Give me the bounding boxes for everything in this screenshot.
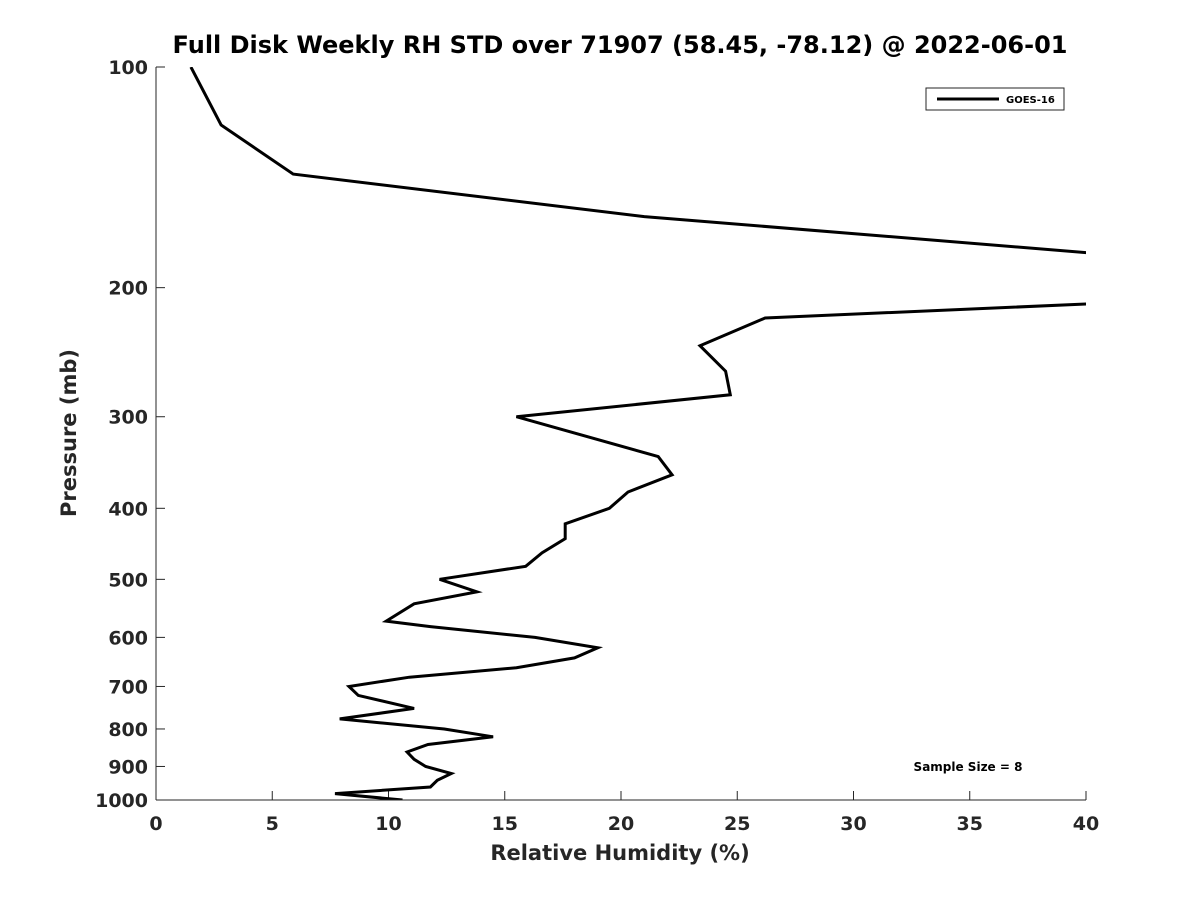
x-tick-label: 0	[149, 813, 162, 835]
y-tick-label: 200	[108, 278, 148, 300]
series-line-goes-16	[189, 67, 1086, 800]
x-tick-label: 10	[375, 813, 401, 835]
x-tick-label: 15	[492, 813, 518, 835]
y-tick-label: 300	[108, 407, 148, 429]
y-tick-label: 900	[108, 756, 148, 778]
x-tick-label: 40	[1073, 813, 1099, 835]
x-tick-label: 20	[608, 813, 634, 835]
x-tick-label: 25	[724, 813, 750, 835]
y-tick-label: 500	[108, 569, 148, 591]
sample-size-annotation: Sample Size = 8	[914, 760, 1023, 774]
plot-area: 0 5 10 15 20 25 30 35 40 100 200 300 400 500 600 700 800…	[95, 57, 1099, 835]
axis-ticks: 0 5 10 15 20 25 30 35 40 100 200 300 400 500 600 700 800…	[95, 57, 1099, 835]
legend-label-goes-16: GOES-16	[1006, 95, 1055, 106]
y-tick-label: 800	[108, 719, 148, 741]
series-layer	[189, 67, 1086, 800]
y-axis-label: Pressure (mb)	[57, 349, 81, 517]
x-tick-label: 30	[840, 813, 866, 835]
y-tick-label: 100	[108, 57, 148, 79]
legend: GOES-16	[925, 87, 1065, 111]
chart-title: Full Disk Weekly RH STD over 71907 (58.4…	[173, 31, 1068, 59]
y-tick-label: 400	[108, 498, 148, 520]
x-axis-label: Relative Humidity (%)	[490, 841, 749, 865]
y-tick-label: 600	[108, 627, 148, 649]
y-tick-label: 1000	[95, 790, 148, 812]
x-tick-label: 35	[957, 813, 983, 835]
x-tick-label: 5	[266, 813, 279, 835]
y-tick-label: 700	[108, 676, 148, 698]
